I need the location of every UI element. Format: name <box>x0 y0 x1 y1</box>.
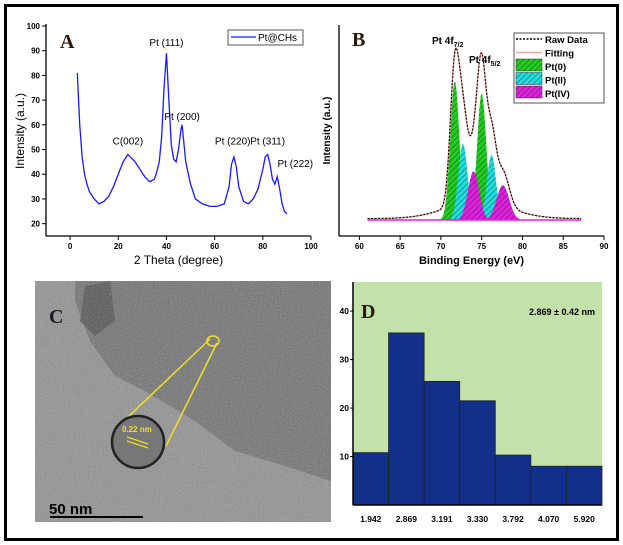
figure-frame <box>4 4 619 541</box>
legend-label: Pt@CHs <box>258 33 297 44</box>
x-tick-label: 90 <box>600 242 609 251</box>
peak-label: Pt 4f5/2 <box>469 55 501 68</box>
lattice-label: 0.22 nm <box>122 425 152 434</box>
y-tick-label: 100 <box>27 22 41 31</box>
y-tick-label: 40 <box>31 170 40 179</box>
lattice-fringe <box>126 440 149 449</box>
y-tick-label: 20 <box>31 220 40 229</box>
peak-hatch <box>464 93 499 220</box>
peak-hatch <box>479 185 527 220</box>
legend-label: Pt(IV) <box>545 89 570 100</box>
x-axis-label: Binding Energy (eV) <box>419 255 524 267</box>
panel-b: 60 65 70 75 80 85 90 Binding Energy (eV) Intensi… <box>322 25 609 267</box>
y-tick-label: 20 <box>340 403 350 413</box>
peak-label: Pt (222) <box>277 159 313 170</box>
legend-label: Fitting <box>545 49 574 60</box>
x-tick-label: 65 <box>396 242 405 251</box>
x-tick-label: 60 <box>210 242 219 251</box>
y-tick-label: 30 <box>340 355 350 365</box>
y-tick-label: 90 <box>31 47 40 56</box>
legend <box>227 29 304 46</box>
x-tick-label: 3.792 <box>502 514 524 524</box>
x-tick-label: 75 <box>477 242 486 251</box>
y-tick-label: 70 <box>31 96 40 105</box>
legend-label: Pt(0) <box>545 62 566 73</box>
y-tick-label: 50 <box>31 146 40 155</box>
y-axis-label: Intensity (a.u.) <box>322 97 333 165</box>
raw-data-line <box>367 47 582 220</box>
panel-label-c: C <box>49 306 63 328</box>
histogram-bar <box>388 332 425 506</box>
peak-hatch <box>452 171 495 220</box>
histogram-bar <box>423 380 461 506</box>
legend-swatch-hatch <box>516 72 542 85</box>
inset-circle <box>110 414 166 470</box>
x-axis-label: 2 Theta (degree) <box>134 253 223 267</box>
histogram-bar <box>566 465 603 506</box>
peak-hatch <box>445 143 480 220</box>
panel-label-d: D <box>361 301 375 323</box>
x-tick-label: 80 <box>518 242 527 251</box>
y-axis-label: Intensity (a.u.) <box>13 93 27 169</box>
x-tick-label: 60 <box>355 242 364 251</box>
x-tick-label: 20 <box>114 242 123 251</box>
lattice-fringe <box>126 436 149 445</box>
tem-image: 0.22 nm C 50 nm <box>35 281 331 522</box>
histogram-bar <box>459 400 496 506</box>
panel-a: 0 20 40 60 80 100 20 30 40 50 60 70 80 90 100 2 Theta (… <box>13 22 318 267</box>
histogram-bar <box>530 465 567 506</box>
mean-size-annotation: 2.869 ± 0.42 nm <box>529 307 595 317</box>
x-tick-label: 5.920 <box>574 514 596 524</box>
x-tick-label: 85 <box>559 242 568 251</box>
legend-swatch-hatch <box>516 59 542 71</box>
peak-label: Pt (200) <box>164 112 200 123</box>
x-tick-label: 1.942 <box>360 514 382 524</box>
x-tick-label: 3.330 <box>467 514 489 524</box>
panel-d: 1.942 2.869 3.191 3.330 3.792 4.070 5.920 10 20 3… <box>340 282 603 524</box>
zoom-line <box>165 342 218 447</box>
series-line-pt-chs <box>76 53 288 215</box>
x-tick-label: 70 <box>436 242 445 251</box>
peak-hatch <box>437 81 472 220</box>
legend-label: Raw Data <box>545 35 588 46</box>
selected-particle <box>206 335 220 347</box>
x-tick-label: 80 <box>258 242 267 251</box>
y-tick-label: 10 <box>340 452 350 462</box>
x-tick-label: 40 <box>162 242 171 251</box>
histogram-bar <box>494 454 532 506</box>
tem-svg: 0.22 nm C 50 nm <box>35 281 331 522</box>
panel-label-a: A <box>60 31 75 53</box>
legend-label: Pt(II) <box>545 76 566 87</box>
x-tick-label: 0 <box>68 242 73 251</box>
y-tick-label: 30 <box>31 195 40 204</box>
panel-label-b: B <box>352 29 365 51</box>
x-tick-label: 2.869 <box>396 514 418 524</box>
x-tick-label: 3.191 <box>431 514 453 524</box>
y-tick-label: 40 <box>340 306 350 316</box>
legend-swatch-hatch <box>516 86 542 98</box>
peak-label: Pt (111) <box>149 38 183 49</box>
y-tick-label: 60 <box>31 121 40 130</box>
histogram-bar <box>352 452 389 506</box>
peak-label: Pt (220) <box>215 137 251 148</box>
x-tick-label: 4.070 <box>538 514 560 524</box>
scale-bar-label: 50 nm <box>49 501 92 518</box>
peak-hatch <box>474 154 509 220</box>
x-tick-label: 100 <box>304 242 318 251</box>
peak-label: Pt (311) <box>250 137 285 148</box>
peak-label: Pt 4f7/2 <box>432 36 464 49</box>
zoom-line <box>126 338 211 419</box>
peak-label: C(002) <box>113 137 144 148</box>
y-tick-label: 80 <box>31 71 40 80</box>
